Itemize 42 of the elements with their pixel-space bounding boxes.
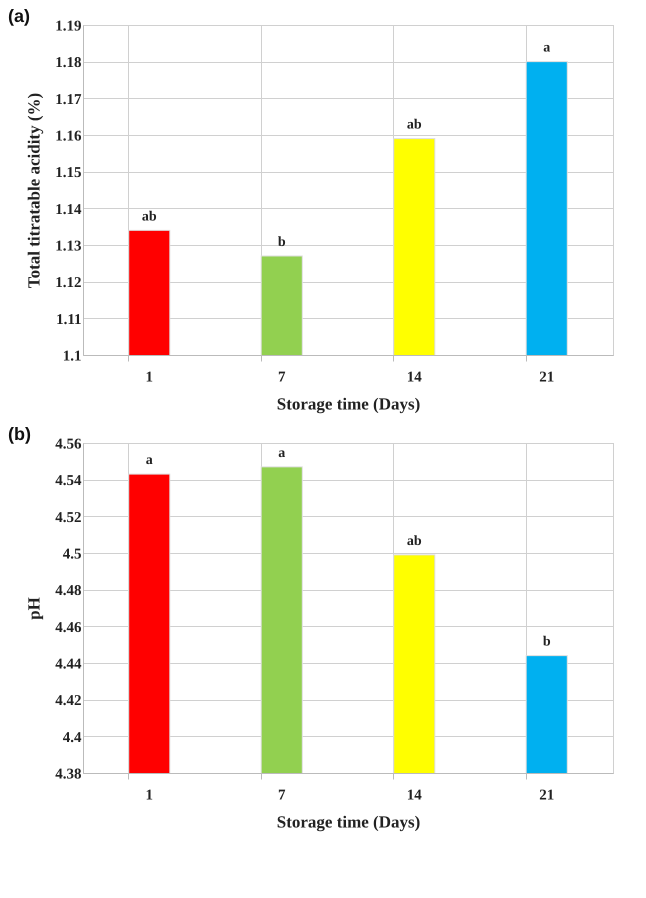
x-tick-label: 1 [146, 788, 153, 804]
y-tick-label: 1.15 [55, 165, 82, 182]
annotation: ab [142, 209, 157, 224]
x-tick-label: 7 [278, 370, 286, 386]
x-tick-label: 21 [539, 370, 554, 386]
y-tick-label: 4.52 [55, 510, 82, 526]
chart-title: (b) [8, 424, 31, 444]
annotation: a [543, 40, 550, 56]
y-tick-label: 1.18 [55, 55, 82, 72]
x-tick-label: 14 [406, 370, 422, 386]
x-tick-label: 21 [539, 788, 554, 804]
y-tick-label: 1.19 [55, 18, 82, 34]
annotation: a [146, 453, 153, 468]
y-tick-label: 4.56 [55, 436, 82, 452]
annotation: ab [406, 534, 422, 549]
y-axis-title: Total titratable acidity (%) [24, 92, 44, 288]
y-tick-label: 4.4 [62, 730, 82, 746]
y-tick-label: 4.48 [55, 583, 82, 600]
y-tick-label: 4.42 [55, 693, 82, 710]
y-tick-label: 4.44 [55, 656, 82, 672]
y-tick-label: 4.46 [55, 620, 82, 636]
y-tick-label: 1.11 [56, 312, 82, 328]
x-axis-title: Storage time (Days) [276, 812, 420, 832]
x-tick-label: 7 [278, 788, 286, 804]
y-tick-label: 1.14 [55, 202, 82, 218]
y-tick-label: 1.16 [55, 128, 82, 144]
y-tick-label: 1.13 [55, 238, 82, 254]
y-tick-label: 4.54 [55, 473, 82, 490]
y-tick-label: 1.12 [55, 275, 82, 292]
y-tick-label: 1.1 [62, 348, 82, 364]
y-tick-label: 1.17 [55, 92, 82, 108]
y-tick-label: 4.38 [55, 766, 82, 782]
x-axis-title: Storage time (Days) [276, 394, 420, 414]
annotation: b [278, 235, 286, 250]
annotation: ab [406, 118, 422, 133]
annotation: a [278, 446, 286, 461]
y-tick-label: 4.5 [62, 546, 82, 562]
annotation: b [542, 634, 551, 650]
y-axis-title: pH [24, 597, 44, 620]
x-tick-label: 14 [406, 788, 422, 804]
x-tick-label: 1 [146, 370, 153, 386]
chart-title: (a) [8, 6, 30, 26]
